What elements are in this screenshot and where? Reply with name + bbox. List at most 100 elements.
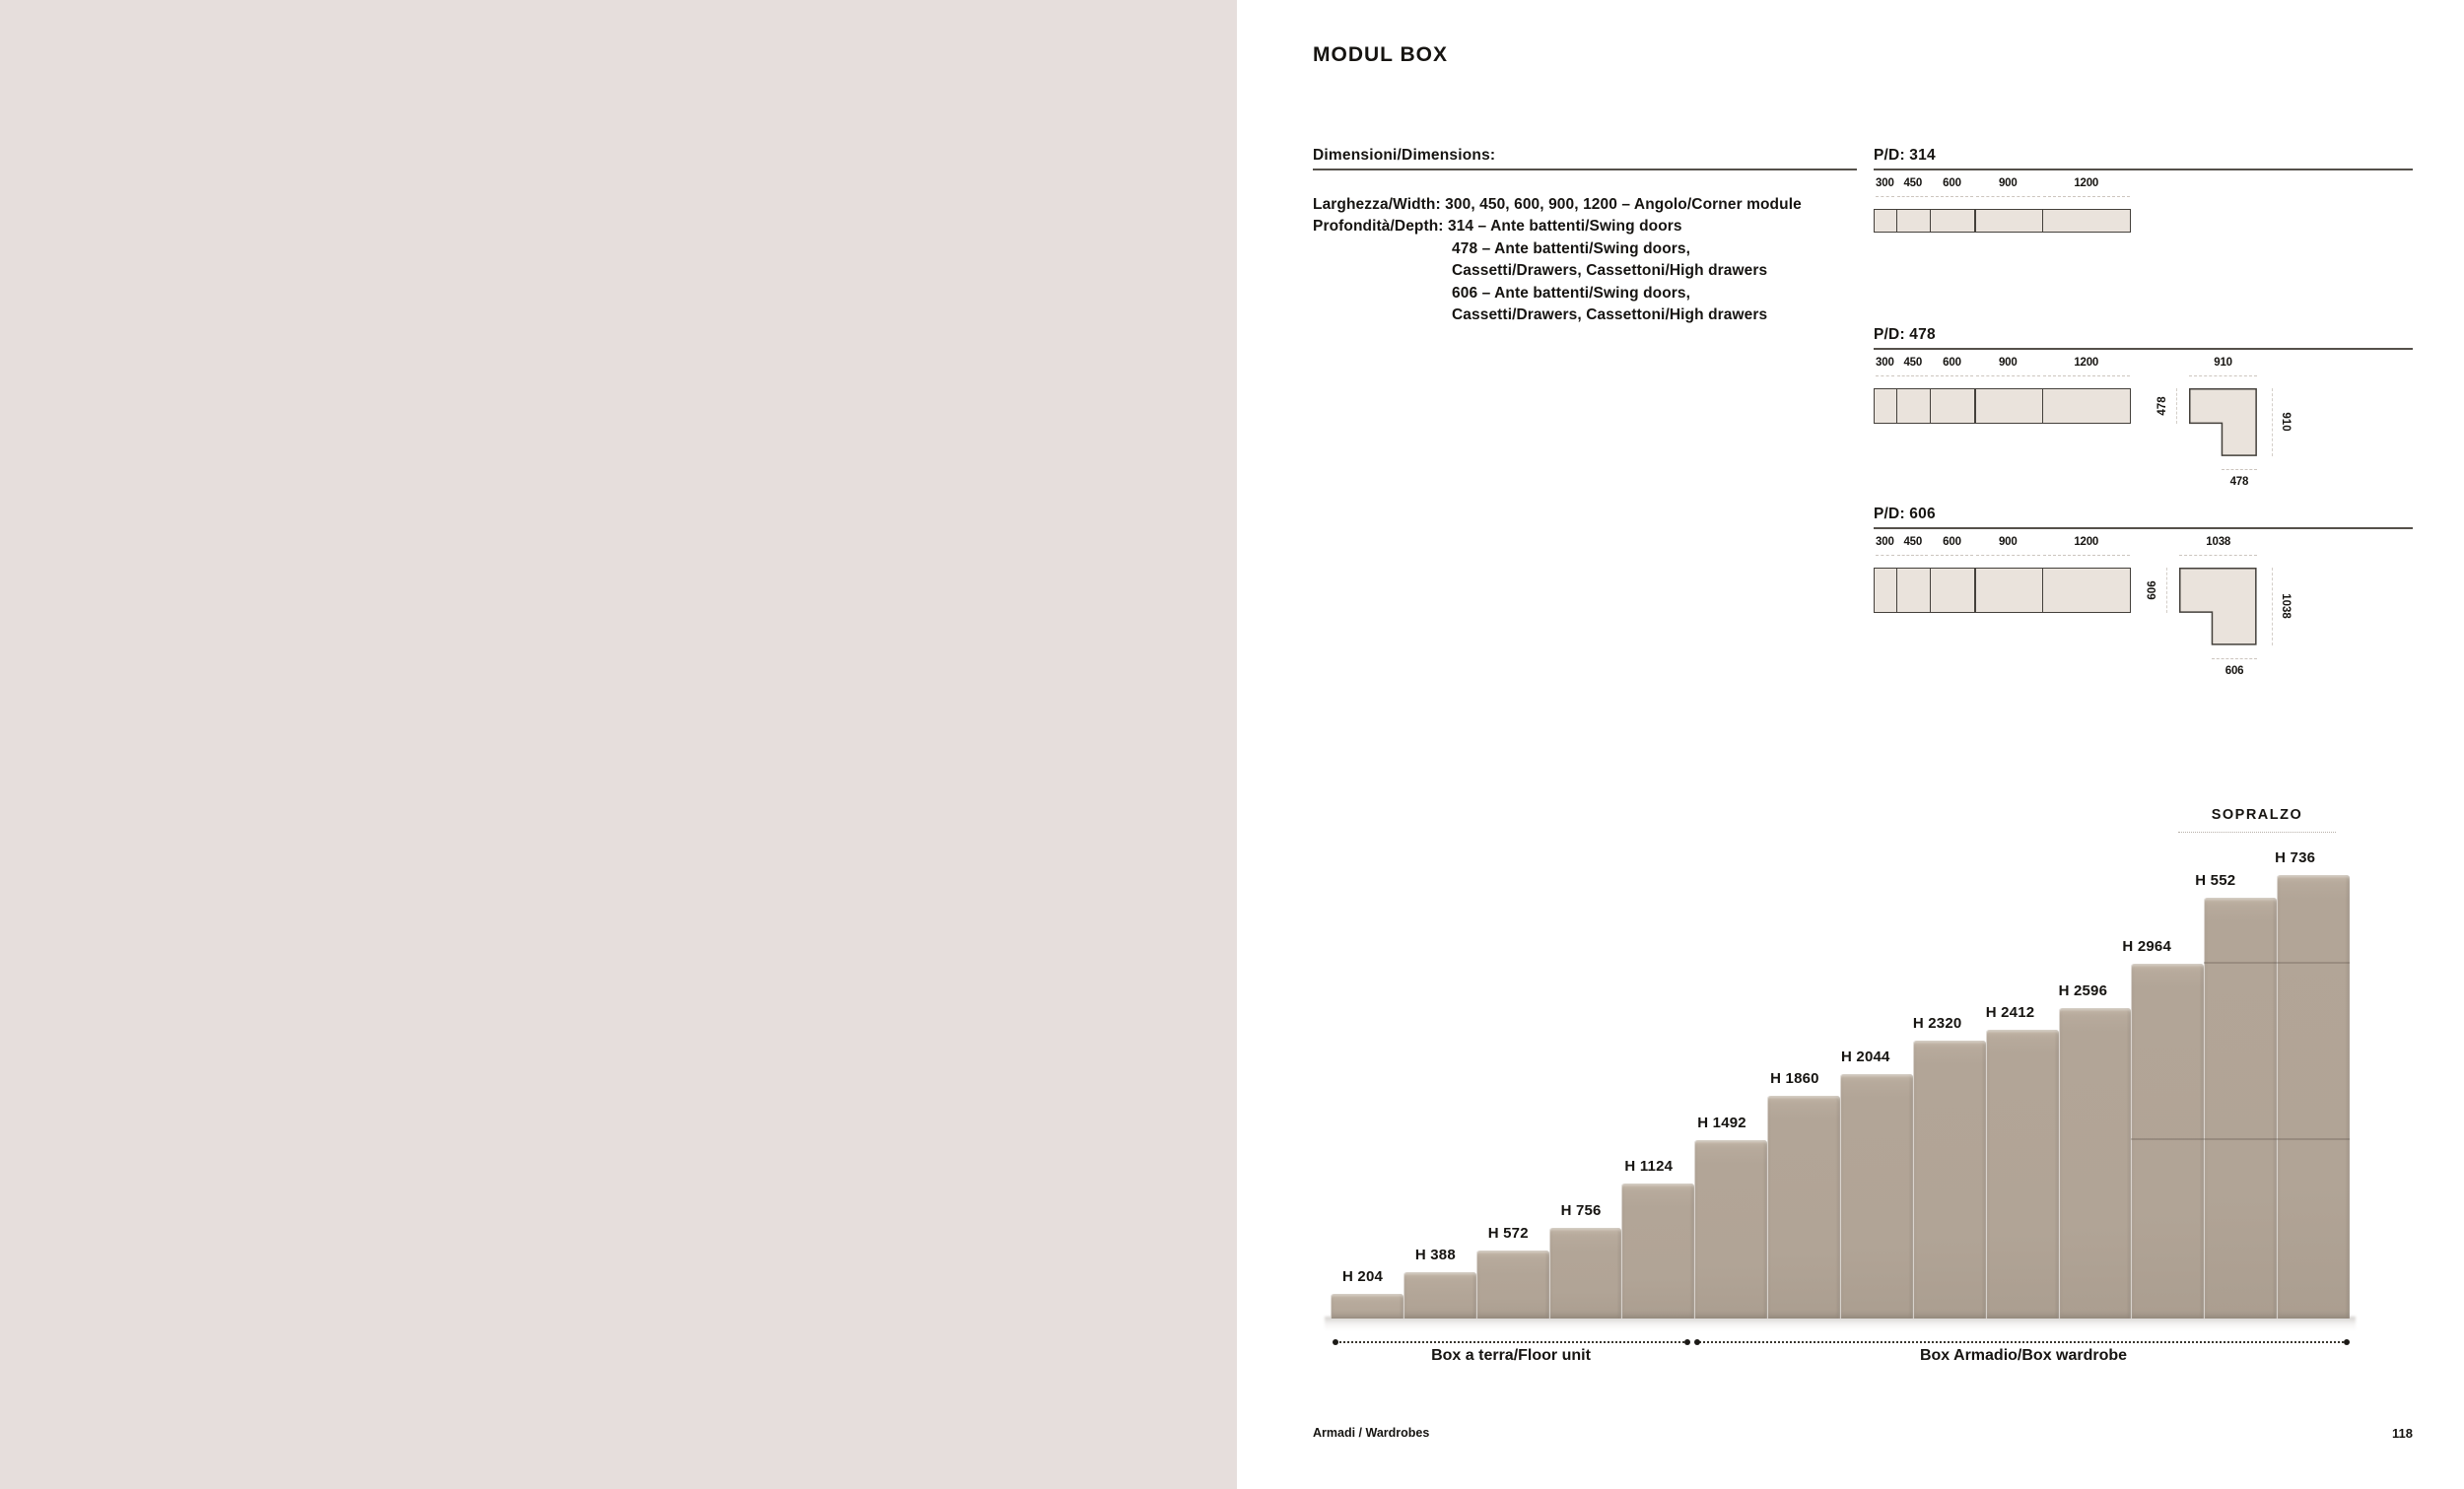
pd-heading-478: P/D: 478 — [1874, 326, 1936, 343]
dim-dot — [1333, 1338, 1338, 1345]
stair-height-label: H 572 — [1487, 1224, 1529, 1242]
sopralzo-label: SOPRALZO — [2211, 807, 2303, 823]
corner-right-label: 910 — [2280, 412, 2292, 433]
module-divider — [1930, 210, 1932, 232]
module-width-dash — [1975, 375, 2040, 376]
info-line: Cassetti/Drawers, Cassettoni/High drawer… — [1452, 262, 1768, 280]
module-width-dash — [2042, 375, 2130, 376]
footer-section-title: Armadi / Wardrobes — [1313, 1426, 1430, 1440]
stair-column — [2277, 875, 2350, 1319]
stair-panel-seam — [2277, 962, 2350, 964]
module-divider — [2041, 389, 2044, 424]
dim-dot — [2344, 1338, 2350, 1345]
corner-width-dash — [2189, 375, 2257, 376]
corner-bottom-label: 606 — [2224, 664, 2244, 677]
stair-height-label: H 1860 — [1770, 1070, 1819, 1088]
module-width-dash — [1875, 196, 1895, 197]
corner-bottom-dash — [2212, 657, 2257, 659]
module-divider — [1896, 389, 1898, 424]
sopralzo-underline — [2178, 832, 2336, 833]
module-width-label: 600 — [1943, 357, 1961, 369]
stair-height-label: H 552 — [2195, 871, 2236, 889]
corner-module-shape — [2189, 388, 2257, 456]
module-width-label: 600 — [1943, 536, 1961, 548]
corner-width-label: 1038 — [2206, 536, 2231, 548]
module-width-label: 450 — [1903, 177, 1923, 189]
module-divider — [1896, 569, 1898, 612]
dim-line-floor-unit — [1333, 1338, 1690, 1345]
module-width-label: 300 — [1876, 536, 1894, 548]
stair-panel-seam — [2204, 1138, 2278, 1140]
module-divider — [1896, 210, 1898, 232]
module-width-label: 300 — [1876, 177, 1894, 189]
dimensions-heading: Dimensioni/Dimensions: — [1313, 147, 1496, 164]
stair-height-label: H 2320 — [1912, 1015, 1962, 1033]
corner-left-label: 478 — [2156, 396, 2169, 416]
module-width-label: 1200 — [2074, 177, 2099, 189]
module-width-dash — [1897, 196, 1929, 197]
stair-column — [2131, 963, 2205, 1319]
module-divider — [1974, 210, 1976, 232]
module-divider — [1974, 389, 1976, 424]
module-divider — [2041, 569, 2044, 612]
stair-height-label: H 2412 — [1985, 1003, 2035, 1021]
module-width-label: 900 — [1998, 357, 2018, 369]
corner-left-dash — [2166, 568, 2168, 613]
dim-dot — [1694, 1338, 1700, 1345]
module-width-dash — [2042, 555, 2130, 556]
module-width-dash — [1975, 555, 2040, 556]
corner-right-dash — [2272, 388, 2273, 456]
info-line: Larghezza/Width: 300, 450, 600, 900, 120… — [1313, 196, 1802, 213]
caption-wardrobe: Box Armadio/Box wardrobe — [1919, 1347, 2128, 1364]
stair-diagram: H 204 H 388 H 572 H 756 H 1124 H 1492 H 1860 H … — [1331, 847, 2350, 1319]
stair-column — [1840, 1073, 1913, 1319]
dim-line-wardrobe — [1694, 1338, 2350, 1345]
stair-height-label: H 736 — [2275, 849, 2316, 867]
stair-height-label: H 2596 — [2058, 981, 2108, 999]
pd-rule-314 — [1874, 169, 2413, 170]
module-width-label: 300 — [1876, 357, 1894, 369]
stair-height-label: H 388 — [1414, 1246, 1456, 1263]
corner-width-label: 910 — [2214, 357, 2232, 369]
corner-left-label: 606 — [2147, 580, 2159, 600]
stair-height-label: H 204 — [1342, 1268, 1384, 1286]
info-line: 478 – Ante battenti/Swing doors, — [1452, 239, 1691, 257]
module-width-label: 1200 — [2074, 536, 2099, 548]
info-line: Profondità/Depth: 314 – Ante battenti/Sw… — [1313, 218, 1682, 236]
module-divider — [1974, 569, 1976, 612]
module-width-dash — [1875, 375, 1895, 376]
stair-height-label: H 2044 — [1841, 1048, 1890, 1065]
stair-column — [1621, 1184, 1695, 1319]
left-blank-page — [0, 0, 1237, 1489]
module-width-label: 900 — [1998, 536, 2018, 548]
module-width-label: 450 — [1903, 357, 1923, 369]
dim-dot — [1684, 1338, 1690, 1345]
stair-column — [1985, 1029, 2059, 1319]
module-row — [1874, 388, 2132, 425]
module-width-dash — [1931, 555, 1973, 556]
corner-module-shape — [2179, 568, 2257, 645]
stair-height-label: H 1492 — [1697, 1114, 1746, 1131]
module-width-dash — [1897, 555, 1929, 556]
page-title: MODUL BOX — [1313, 43, 1448, 66]
pd-rule-606 — [1874, 527, 2413, 529]
page-number: 118 — [2392, 1426, 2413, 1441]
stair-height-label: H 2964 — [2122, 937, 2171, 955]
module-width-label: 900 — [1998, 177, 2018, 189]
caption-floor-unit: Box a terra/Floor unit — [1431, 1347, 1591, 1364]
pd-heading-314: P/D: 314 — [1874, 147, 1936, 164]
module-row — [1874, 209, 2132, 233]
module-width-dash — [1975, 196, 2040, 197]
pd-rule-478 — [1874, 348, 2413, 350]
stair-column — [2204, 897, 2278, 1319]
module-divider — [1930, 569, 1932, 612]
stair-height-label: H 1124 — [1624, 1158, 1674, 1176]
pd-heading-606: P/D: 606 — [1874, 506, 1936, 522]
stair-panel-seam — [2131, 1138, 2205, 1140]
module-width-dash — [2042, 196, 2130, 197]
stair-column — [1403, 1271, 1476, 1319]
module-width-dash — [1931, 375, 1973, 376]
stair-panel-seam — [2204, 962, 2278, 964]
module-width-dash — [1897, 375, 1929, 376]
